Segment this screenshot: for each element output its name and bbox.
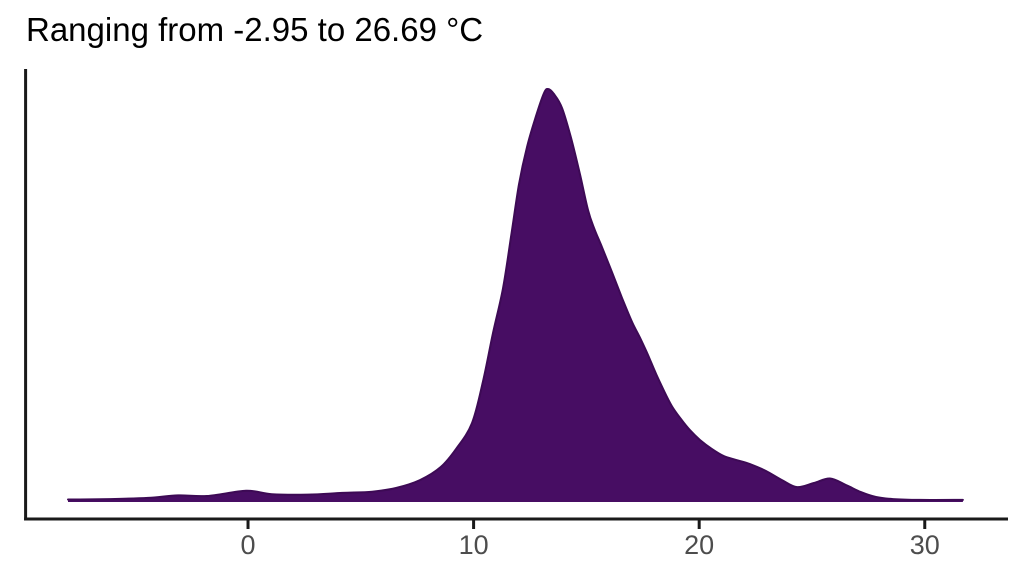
x-tick-label: 10	[459, 530, 489, 560]
x-tick-label: 30	[910, 530, 940, 560]
chart-title: Ranging from -2.95 to 26.69 °C	[26, 11, 484, 48]
x-tick-label: 20	[684, 530, 714, 560]
density-area	[68, 88, 963, 503]
x-tick-label: 0	[241, 530, 256, 560]
density-line	[67, 87, 964, 501]
